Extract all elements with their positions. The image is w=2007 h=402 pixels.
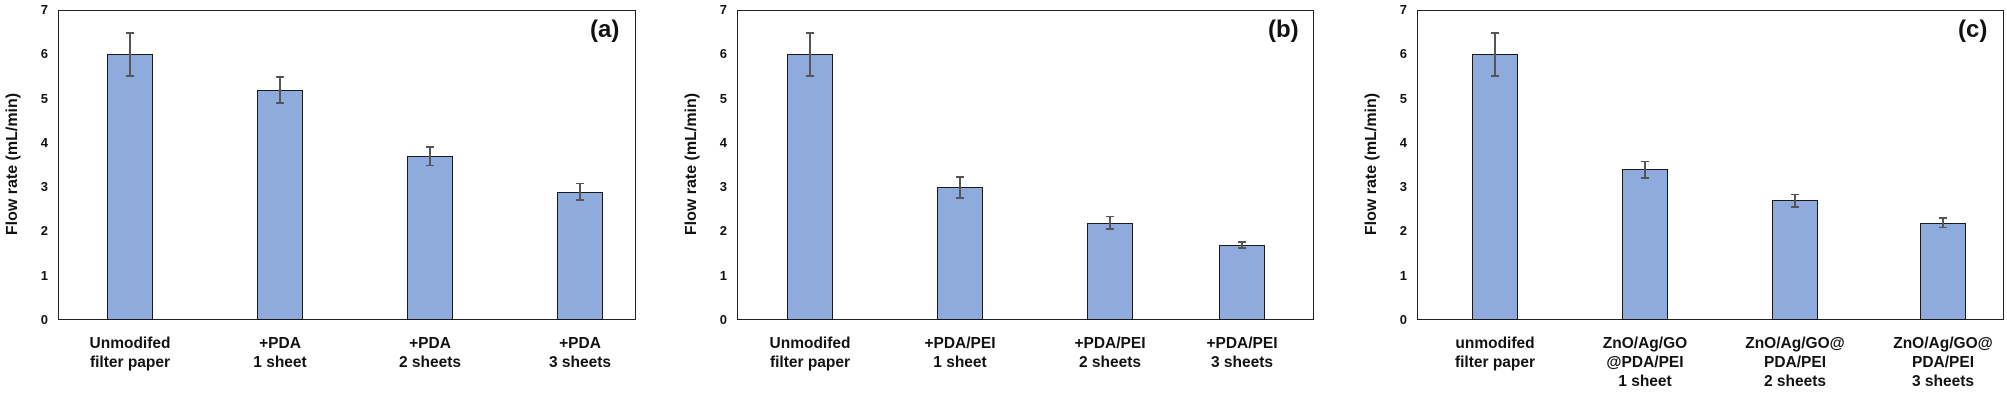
x-category-label: unmodifed filter paper (1454, 335, 1536, 371)
error-bar-cap-top (276, 76, 284, 78)
x-category-label: ZnO/Ag/GO@ PDA/PEI 3 sheets (1893, 335, 1993, 390)
y-tick-label: 7 (1399, 2, 1407, 17)
y-tick-label: 1 (719, 267, 727, 283)
y-tick-label: 3 (719, 179, 727, 195)
error-bar (579, 182, 581, 201)
error-bar-cap-top (956, 176, 964, 178)
x-category-label: +PDA/PEI 2 sheets (1074, 335, 1146, 371)
x-category-label: +PDA 3 sheets (548, 335, 612, 371)
error-bar-cap-bottom (1791, 206, 1799, 208)
error-bar-cap-bottom (956, 197, 964, 199)
error-bar-cap-top (1238, 241, 1246, 243)
y-tick-label: 0 (719, 312, 727, 327)
bar (557, 191, 603, 320)
bar (1920, 222, 1966, 320)
error-bar (1109, 215, 1111, 230)
plot-frame (1417, 10, 2004, 320)
error-bar (129, 32, 131, 77)
bar (1219, 244, 1265, 320)
y-tick-label: 4 (719, 134, 727, 150)
error-bar (1942, 217, 1944, 228)
error-bar (429, 146, 431, 166)
error-bar (279, 76, 281, 103)
y-tick-label: 0 (1399, 312, 1407, 327)
error-bar-cap-bottom (1939, 226, 1947, 229)
error-bar-cap-top (1641, 160, 1649, 163)
y-tick-label: 5 (719, 90, 727, 106)
error-bar-cap-bottom (1238, 247, 1246, 249)
plot-frame (58, 10, 636, 320)
error-bar-cap-top (126, 32, 134, 34)
x-category-label: +PDA 1 sheet (253, 335, 307, 371)
y-tick-label: 7 (40, 2, 48, 17)
error-bar-cap-bottom (276, 102, 284, 104)
panel-tag: (a) (590, 16, 620, 43)
x-category-label: +PDA 2 sheets (398, 335, 462, 371)
error-bar-cap-top (806, 32, 814, 34)
y-tick-label: 4 (1399, 134, 1407, 150)
y-tick-label: 6 (40, 46, 48, 62)
error-bar-cap-top (1939, 217, 1947, 219)
y-tick-label: 2 (1399, 223, 1407, 239)
panel-tag: (c) (1958, 16, 1988, 43)
y-tick-label: 1 (40, 267, 48, 283)
x-category-label: +PDA/PEI 1 sheet (924, 335, 996, 371)
bar (1622, 169, 1668, 320)
bar (407, 156, 453, 320)
error-bar-cap-bottom (576, 199, 584, 201)
error-bar-cap-top (1491, 32, 1499, 34)
error-bar (1644, 160, 1646, 179)
error-bar-cap-bottom (806, 75, 814, 77)
error-bar-cap-top (426, 146, 434, 148)
error-bar-cap-bottom (1641, 177, 1649, 179)
y-tick-label: 0 (40, 312, 48, 327)
error-bar (809, 32, 811, 77)
y-tick-label: 6 (1399, 46, 1407, 62)
bar (257, 89, 303, 320)
error-bar-cap-top (1106, 215, 1114, 218)
x-category-label: ZnO/Ag/GO@ PDA/PEI 2 sheets (1745, 335, 1845, 390)
y-tick-label: 5 (40, 90, 48, 106)
x-category-label: ZnO/Ag/GO @PDA/PEI 1 sheet (1602, 335, 1688, 390)
error-bar (1241, 241, 1243, 249)
y-tick-label: 4 (40, 134, 48, 150)
chart-panel-a: 0 1 2 3 4 5 6 7 Flow rate (mL/min) (a) Unmodifed f… (0, 0, 668, 402)
bar (1087, 222, 1133, 320)
y-tick-label: 5 (1399, 90, 1407, 106)
error-bar-cap-top (1791, 193, 1799, 196)
error-bar-cap-bottom (1106, 228, 1114, 230)
error-bar (1494, 32, 1496, 77)
error-bar (1794, 193, 1796, 208)
error-bar-cap-bottom (126, 75, 134, 77)
x-category-label: Unmodifed filter paper (89, 335, 171, 371)
error-bar (959, 176, 961, 199)
y-axis-label: Flow rate (mL/min) (1363, 92, 1380, 236)
y-tick-label: 3 (1399, 179, 1407, 195)
error-bar-cap-bottom (426, 164, 434, 167)
y-tick-label: 1 (1399, 267, 1407, 283)
error-bar-cap-bottom (1491, 75, 1499, 77)
y-tick-label: 2 (719, 223, 727, 239)
plot-frame (737, 10, 1314, 320)
y-tick-label: 3 (40, 179, 48, 195)
y-tick-label: 2 (40, 223, 48, 239)
bar (1472, 54, 1518, 320)
y-tick-label: 6 (719, 46, 727, 62)
panel-tag: (b) (1268, 16, 1299, 43)
bar (1772, 200, 1818, 320)
bar (787, 54, 833, 320)
y-tick-label: 7 (719, 2, 727, 17)
x-category-label: Unmodifed filter paper (769, 335, 851, 371)
x-category-label: +PDA/PEI 3 sheets (1206, 335, 1278, 371)
error-bar-cap-top (576, 182, 584, 185)
